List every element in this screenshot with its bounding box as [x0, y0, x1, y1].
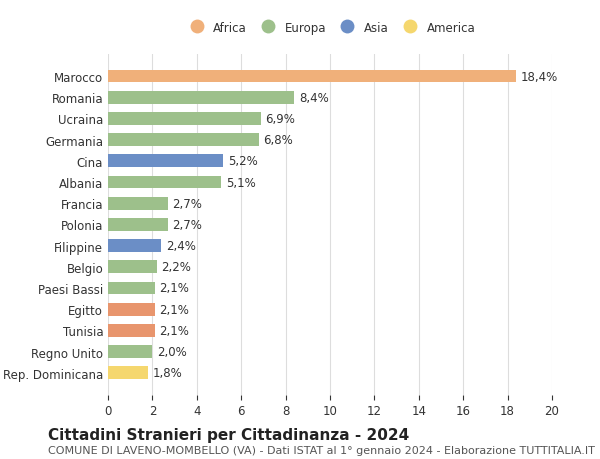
Bar [108, 282, 155, 295]
Text: 2,1%: 2,1% [159, 303, 189, 316]
Text: 8,4%: 8,4% [299, 91, 329, 105]
Text: 6,9%: 6,9% [266, 112, 295, 126]
Bar [108, 71, 517, 83]
Text: 2,1%: 2,1% [159, 282, 189, 295]
Bar [108, 134, 259, 147]
Text: 5,2%: 5,2% [228, 155, 257, 168]
Text: 5,1%: 5,1% [226, 176, 256, 189]
Text: 6,8%: 6,8% [263, 134, 293, 147]
Text: 2,7%: 2,7% [172, 218, 202, 231]
Bar [108, 261, 157, 274]
Bar [108, 176, 221, 189]
Bar [108, 325, 155, 337]
Legend: Africa, Europa, Asia, America: Africa, Europa, Asia, America [180, 17, 480, 39]
Bar [108, 367, 148, 379]
Text: 18,4%: 18,4% [521, 70, 558, 84]
Text: 2,7%: 2,7% [172, 197, 202, 210]
Text: 2,1%: 2,1% [159, 324, 189, 337]
Text: 2,2%: 2,2% [161, 261, 191, 274]
Bar [108, 155, 223, 168]
Bar [108, 218, 168, 231]
Text: COMUNE DI LAVENO-MOMBELLO (VA) - Dati ISTAT al 1° gennaio 2024 - Elaborazione TU: COMUNE DI LAVENO-MOMBELLO (VA) - Dati IS… [48, 445, 595, 455]
Bar [108, 346, 152, 358]
Bar [108, 240, 161, 252]
Text: 2,0%: 2,0% [157, 345, 187, 358]
Bar [108, 113, 261, 125]
Bar [108, 197, 168, 210]
Bar [108, 303, 155, 316]
Text: Cittadini Stranieri per Cittadinanza - 2024: Cittadini Stranieri per Cittadinanza - 2… [48, 427, 409, 442]
Text: 2,4%: 2,4% [166, 240, 196, 252]
Text: 1,8%: 1,8% [152, 366, 182, 380]
Bar [108, 92, 295, 104]
